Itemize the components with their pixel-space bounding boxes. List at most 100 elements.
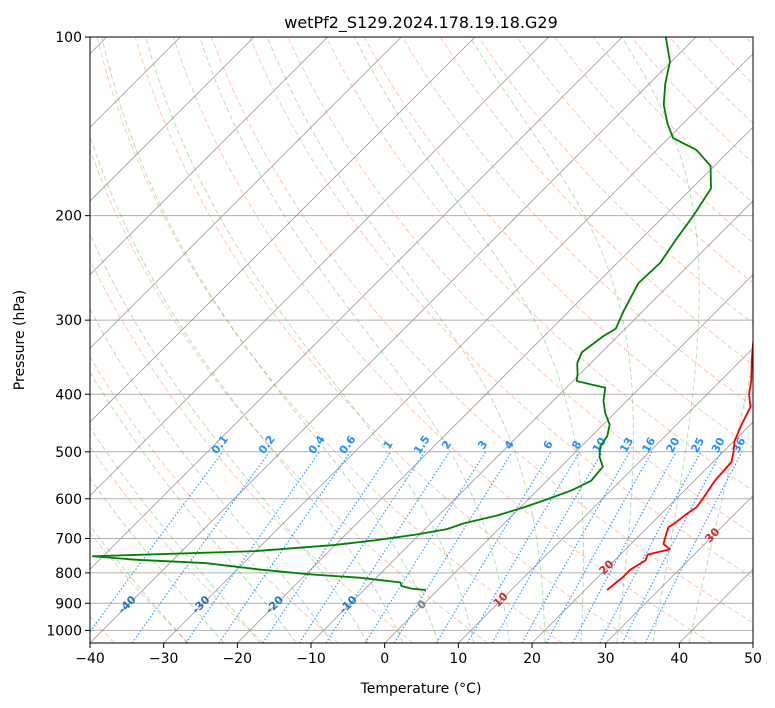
mixing-ratio-label: 1.5 xyxy=(411,433,433,456)
dry-adiabat xyxy=(554,37,753,244)
mixing-ratio-line xyxy=(435,451,552,643)
isotherm-line xyxy=(90,37,255,202)
dry-adiabat xyxy=(172,37,712,643)
x-axis: −40 −30 −20 −10 0 10 20 30 40 50 xyxy=(75,643,762,667)
temperature-profile xyxy=(606,337,753,591)
moist-adiabat xyxy=(90,426,261,643)
dry-adiabat xyxy=(707,37,753,85)
dry-adiabat xyxy=(90,355,339,643)
dry-adiabat xyxy=(134,37,638,643)
moist-adiabat xyxy=(199,37,510,643)
dry-adiabat xyxy=(363,37,753,449)
mixing-ratio-label: 3 xyxy=(475,438,490,451)
mixing-ratio-line xyxy=(218,451,351,643)
isotherm-label: -30 xyxy=(189,593,212,616)
mixing-ratio-label: 0.1 xyxy=(209,433,231,456)
y-tick-label: 100 xyxy=(55,30,82,46)
mixing-ratio-line xyxy=(545,451,653,643)
mixing-ratio-line xyxy=(644,451,743,643)
moist-adiabat xyxy=(469,37,634,643)
dry-adiabat xyxy=(516,37,753,284)
moist-adiabat xyxy=(688,361,753,643)
x-tick-label: −40 xyxy=(75,651,105,667)
isotherm-line xyxy=(90,37,549,497)
dry-adiabat xyxy=(401,37,753,407)
mixing-ratio-label: 0.2 xyxy=(256,433,278,456)
isotherm-label: 10 xyxy=(491,589,511,609)
x-axis-label: Temperature (°C) xyxy=(360,681,482,697)
dry-adiabat xyxy=(90,531,190,643)
mixing-ratio-line xyxy=(90,451,224,633)
y-tick-label: 600 xyxy=(55,492,82,508)
isotherm-line xyxy=(384,274,753,643)
isotherm-line xyxy=(90,37,328,276)
mixing-ratio-line xyxy=(364,451,487,643)
y-tick-label: 900 xyxy=(55,596,82,612)
mixing-ratio-label: 0.4 xyxy=(306,433,328,457)
mixing-ratio-line xyxy=(131,451,271,643)
dry-adiabat xyxy=(249,37,753,579)
plot-area: 0.10.20.40.611.52346810131620253036-100-… xyxy=(90,37,753,643)
dry-adiabat xyxy=(96,37,563,643)
moist-adiabat xyxy=(90,232,369,643)
dry-adiabat xyxy=(669,37,753,125)
mixing-ratio-label: 0.6 xyxy=(337,433,359,457)
x-tick-label: 50 xyxy=(744,651,762,667)
moist-adiabat xyxy=(145,37,475,643)
moist-adiabat xyxy=(90,307,333,643)
isotherm-line xyxy=(752,642,753,643)
isotherm-line xyxy=(605,495,753,643)
isotherm-line xyxy=(237,126,753,643)
dry-adiabat xyxy=(90,445,264,643)
moist-adiabat xyxy=(621,37,700,643)
dry-adiabat xyxy=(745,37,753,46)
dry-adiabat xyxy=(440,37,753,366)
mixing-ratio-line xyxy=(325,451,451,643)
y-axis-label: Pressure (hPa) xyxy=(12,290,28,390)
mixing-ratio-line xyxy=(298,451,426,643)
mixing-ratio-label: 2 xyxy=(439,438,454,452)
isotherm-line xyxy=(163,53,753,643)
x-tick-label: 0 xyxy=(380,651,389,667)
dry-adiabat xyxy=(325,37,753,492)
dry-adiabat xyxy=(211,37,753,624)
mixing-ratio-label: 1 xyxy=(381,438,396,452)
mixing-ratio-line xyxy=(393,451,513,643)
isotherm-line xyxy=(310,200,753,643)
x-tick-label: 20 xyxy=(523,651,541,667)
x-tick-label: 40 xyxy=(670,651,688,667)
moist-adiabat xyxy=(90,134,404,643)
isotherm-line xyxy=(90,37,476,423)
moist-adiabat xyxy=(266,37,546,643)
dry-adiabat xyxy=(90,148,488,643)
mixing-ratio-line xyxy=(599,451,702,643)
isotherm-label: -40 xyxy=(116,593,139,616)
y-axis: 100 200 300 400 500 600 700 800 900 1000 xyxy=(46,30,90,639)
isotherm-line xyxy=(531,421,753,643)
x-tick-label: 10 xyxy=(449,651,467,667)
isotherm-line xyxy=(458,347,753,643)
moist-adiabat xyxy=(90,477,225,643)
mixing-ratio-line xyxy=(572,451,677,643)
y-tick-label: 200 xyxy=(55,209,82,225)
isotherm-line xyxy=(90,37,697,643)
isotherm-label: 20 xyxy=(597,557,617,577)
mixing-ratio-line xyxy=(262,451,392,643)
y-tick-label: 1000 xyxy=(46,623,82,639)
mixing-ratio-label: 6 xyxy=(541,438,556,452)
x-tick-label: 30 xyxy=(597,651,615,667)
y-tick-label: 500 xyxy=(55,445,82,461)
y-tick-label: 400 xyxy=(55,387,82,403)
isotherm-line xyxy=(90,37,623,570)
isotherm-label: 30 xyxy=(702,525,722,545)
dewpoint-profile xyxy=(91,37,712,591)
y-tick-label: 300 xyxy=(55,313,82,329)
moist-adiabat xyxy=(90,525,188,643)
mixing-ratio-line xyxy=(185,451,321,643)
mixing-ratio-label: 8 xyxy=(569,438,584,451)
x-tick-label: −10 xyxy=(296,651,326,667)
mixing-ratio-line xyxy=(621,451,722,643)
isotherm-line xyxy=(90,37,402,349)
isotherm-label: 0 xyxy=(415,597,430,612)
